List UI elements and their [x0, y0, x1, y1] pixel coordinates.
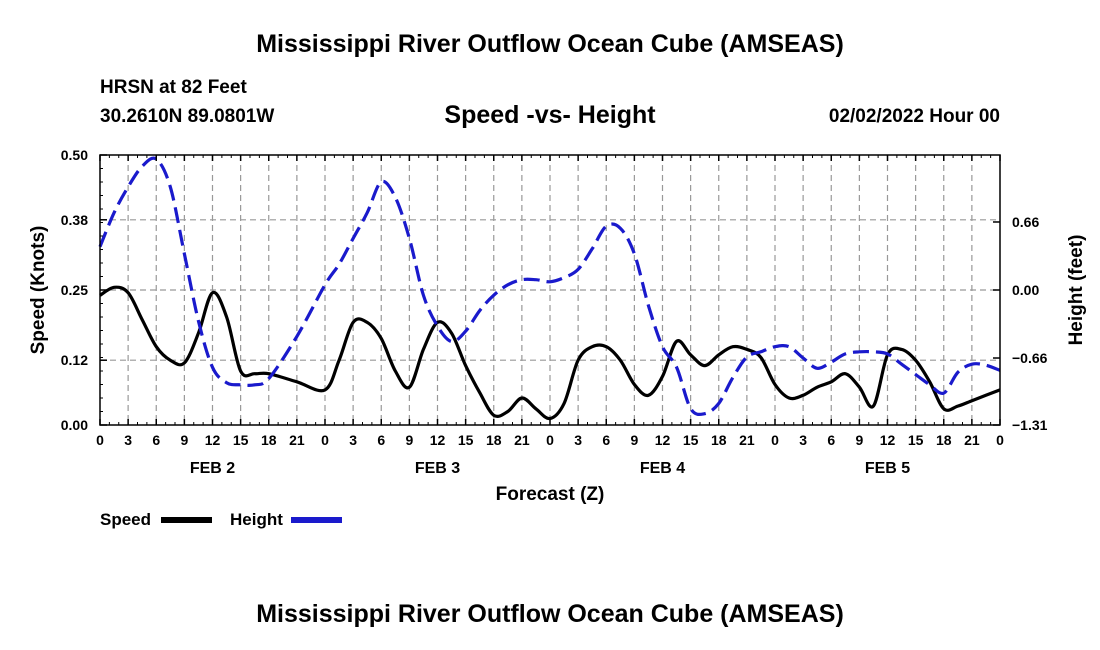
y-tick-label-right: −1.31 [1012, 417, 1048, 433]
day-label: FEB 3 [415, 460, 460, 477]
x-tick-label: 9 [630, 432, 638, 448]
x-tick-label: 0 [546, 432, 554, 448]
chart-subtitle: Speed -vs- Height [444, 101, 656, 129]
day-label: FEB 4 [640, 460, 685, 477]
x-tick-label: 18 [711, 432, 727, 448]
x-tick-label: 9 [855, 432, 863, 448]
series-lines [98, 156, 1001, 421]
x-tick-label: 0 [771, 432, 779, 448]
x-tick-label: 15 [908, 432, 924, 448]
legend: Speed Height [100, 510, 342, 529]
x-tick-label: 0 [996, 432, 1004, 448]
x-tick-label: 3 [574, 432, 582, 448]
legend-label-speed: Speed [100, 510, 151, 529]
x-tick-label: 15 [683, 432, 699, 448]
chart-title: Mississippi River Outflow Ocean Cube (AM… [256, 30, 844, 58]
x-tick-label: 18 [936, 432, 952, 448]
x-axis-title: Forecast (Z) [496, 484, 605, 505]
x-tick-label: 21 [514, 432, 530, 448]
station-name: HRSN at 82 Feet [100, 77, 247, 98]
x-tick-label: 18 [486, 432, 502, 448]
x-tick-label: 12 [880, 432, 896, 448]
x-tick-label: 9 [180, 432, 188, 448]
x-tick-label: 6 [152, 432, 160, 448]
y-tick-label-left: 0.00 [61, 417, 88, 433]
day-label: FEB 2 [190, 460, 235, 477]
y-axis-title-right: Height (feet) [1066, 235, 1087, 346]
x-tick-label: 9 [405, 432, 413, 448]
y-tick-label-right: 0.00 [1012, 282, 1039, 298]
y-tick-label-left: 0.12 [61, 352, 88, 368]
forecast-date: 02/02/2022 Hour 00 [828, 106, 1000, 127]
day-label: FEB 5 [865, 460, 910, 477]
footer-title: Mississippi River Outflow Ocean Cube (AM… [256, 600, 844, 628]
x-tick-label: 15 [233, 432, 249, 448]
x-tick-label: 18 [261, 432, 277, 448]
series-line-height [98, 156, 1001, 417]
x-tick-label: 6 [827, 432, 835, 448]
x-tick-label: 12 [655, 432, 671, 448]
x-tick-label: 21 [289, 432, 305, 448]
y-tick-label-left: 0.50 [61, 147, 88, 163]
station-coordinates: 30.2610N 89.0801W [100, 106, 275, 127]
x-tick-label: 3 [124, 432, 132, 448]
x-tick-label: 21 [739, 432, 755, 448]
x-tick-label: 0 [96, 432, 104, 448]
x-tick-label: 3 [349, 432, 357, 448]
axes [99, 154, 1001, 426]
x-tick-label: 21 [964, 432, 980, 448]
x-tick-label: 15 [458, 432, 474, 448]
y-tick-label-right: 0.66 [1012, 214, 1039, 230]
x-tick-label: 0 [321, 432, 329, 448]
y-tick-label-left: 0.25 [61, 282, 88, 298]
grid [100, 155, 1000, 425]
x-tick-label: 3 [799, 432, 807, 448]
x-tick-label: 12 [205, 432, 221, 448]
x-tick-label: 6 [377, 432, 385, 448]
y-tick-label-right: −0.66 [1012, 350, 1048, 366]
y-axis-title-left: Speed (Knots) [28, 226, 49, 355]
x-tick-label: 12 [430, 432, 446, 448]
y-tick-label-left: 0.38 [61, 212, 88, 228]
legend-label-height: Height [230, 510, 283, 529]
series-line-speed [99, 285, 1001, 421]
x-tick-label: 6 [602, 432, 610, 448]
axis-labels: 0 3 6 9 12 15 18 21 0 3 6 9 12 15 18 21 0 3 6 9 12 15 18 21 0 3 6 9… [28, 147, 1087, 505]
